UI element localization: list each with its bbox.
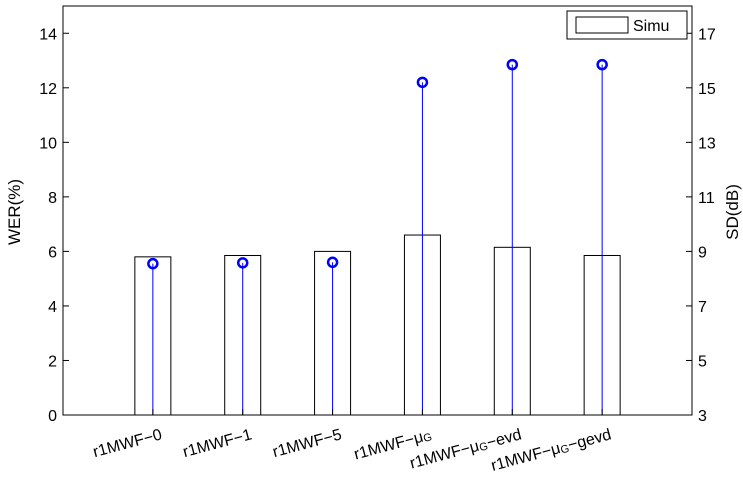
- stems-layer: [147, 58, 608, 415]
- left-tick-label: 14: [39, 26, 57, 43]
- x-axis-labels: r1MWF−0 r1MWF−1 r1MWF−5 r1MWF−μGr1MWF−μG−ev…: [91, 409, 613, 475]
- left-tick-label: 4: [48, 299, 57, 316]
- right-tick-label: 7: [698, 299, 707, 316]
- right-axis-title: SD(dB): [723, 184, 742, 240]
- left-tick-label: 6: [48, 244, 57, 261]
- x-tick-label-3: r1MWF−5: [271, 426, 344, 461]
- left-tick-label: 12: [39, 81, 57, 98]
- right-tick-label: 11: [698, 190, 715, 207]
- right-tick-label: 13: [698, 135, 716, 152]
- legend-label: Simu: [633, 18, 669, 35]
- plot-frame: [62, 5, 693, 416]
- right-tick-label: 9: [698, 244, 707, 261]
- bars-layer: [134, 234, 621, 416]
- legend: Simu: [566, 10, 688, 40]
- x-tick-label-2: r1MWF−1: [181, 426, 254, 461]
- right-tick-label: 5: [698, 353, 707, 370]
- x-tick-label-1: r1MWF−0: [91, 426, 164, 461]
- stem-marker-2: [236, 257, 249, 269]
- stem-marker-3: [326, 256, 339, 269]
- right-tick-label: 15: [698, 81, 716, 98]
- left-axis-title: WER(%): [5, 179, 24, 245]
- left-tick-label: 0: [48, 408, 57, 425]
- stem-marker-4: [416, 76, 429, 89]
- left-tick-label: 10: [39, 135, 57, 152]
- right-axis: 3 5 7 9 11 13 15 17: [686, 26, 716, 425]
- stem-marker-1: [147, 257, 159, 270]
- left-axis: 0 2 4 6 8 10 12 14: [39, 26, 69, 425]
- stem-marker-5: [506, 58, 519, 71]
- legend-swatch: [575, 16, 629, 34]
- left-tick-label: 8: [48, 190, 57, 207]
- right-tick-label: 17: [698, 26, 716, 43]
- left-tick-label: 2: [48, 353, 57, 370]
- stem-marker-6: [596, 58, 608, 71]
- right-tick-label: 3: [698, 408, 707, 425]
